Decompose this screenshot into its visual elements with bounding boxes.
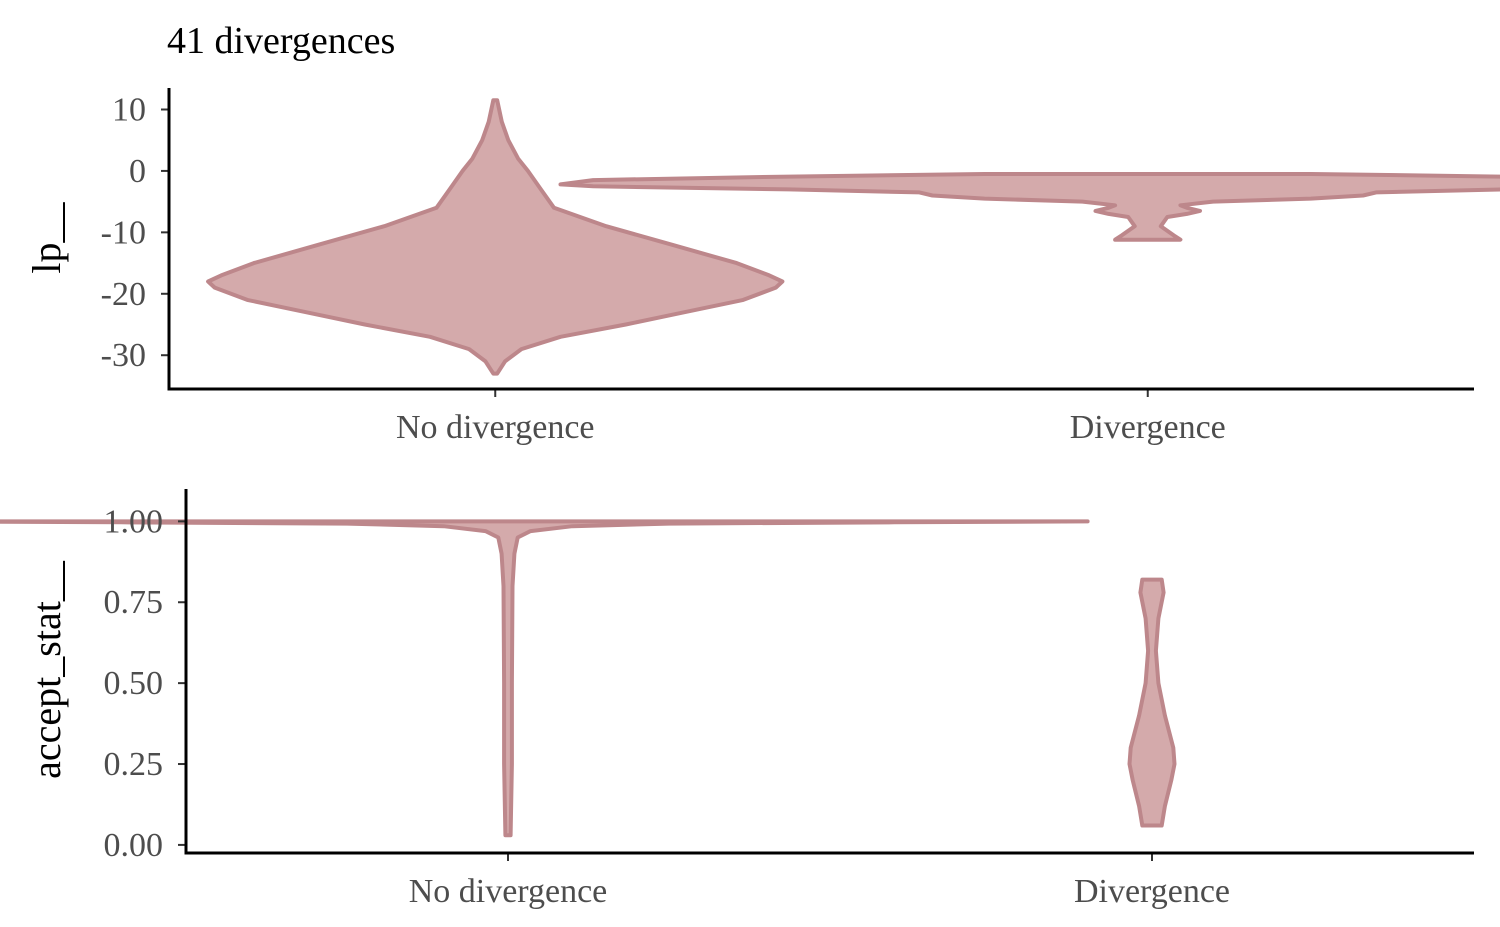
panel-accept-stat-ytick-label: 0.25	[104, 746, 164, 783]
panel-accept-stat-xtick-label-no-divergence: No divergence	[409, 873, 608, 910]
panel-accept-stat: accept_stat__ 1.00 0.75 0.50 0.25 0.00 No di…	[0, 489, 1474, 910]
violin-no-divergence	[0, 519, 1090, 838]
panel-lp-ytick-label: -30	[101, 337, 146, 374]
panel-lp-x-ticks: No divergence Divergence	[396, 389, 1226, 446]
panel-accept-stat-ytick-label: 0.75	[104, 584, 164, 621]
panel-accept-stat-x-ticks: No divergence Divergence	[409, 853, 1230, 910]
panel-lp: lp__ 10 0 -10 -20 -30 No divergence Divergenc…	[24, 88, 1500, 446]
violin-no-divergence	[206, 98, 785, 376]
violin-divergence	[1127, 577, 1177, 828]
panel-lp-xtick-label-divergence: Divergence	[1070, 409, 1226, 446]
panel-lp-violins	[206, 98, 1500, 376]
panel-accept-stat-ylabel: accept_stat__	[24, 560, 69, 779]
panel-accept-stat-violins	[0, 519, 1177, 838]
panel-accept-stat-ytick-label: 1.00	[104, 503, 164, 540]
panel-lp-ytick-label: 0	[129, 153, 146, 190]
chart-title: 41 divergences	[167, 20, 395, 62]
violin-divergence	[558, 172, 1500, 242]
panel-accept-stat-y-ticks: 1.00 0.75 0.50 0.25 0.00	[104, 503, 186, 864]
panel-lp-ytick-label: -10	[101, 214, 146, 251]
panel-lp-ylabel: lp__	[24, 201, 69, 273]
panel-lp-y-ticks: 10 0 -10 -20 -30	[101, 92, 169, 374]
panel-lp-ytick-label: -20	[101, 276, 146, 313]
panel-lp-ytick-label: 10	[112, 92, 146, 129]
panel-accept-stat-xtick-label-divergence: Divergence	[1074, 873, 1230, 910]
panel-lp-xtick-label-no-divergence: No divergence	[396, 409, 595, 446]
panel-accept-stat-ytick-label: 0.50	[104, 665, 164, 702]
panel-accept-stat-ytick-label: 0.00	[104, 827, 164, 864]
